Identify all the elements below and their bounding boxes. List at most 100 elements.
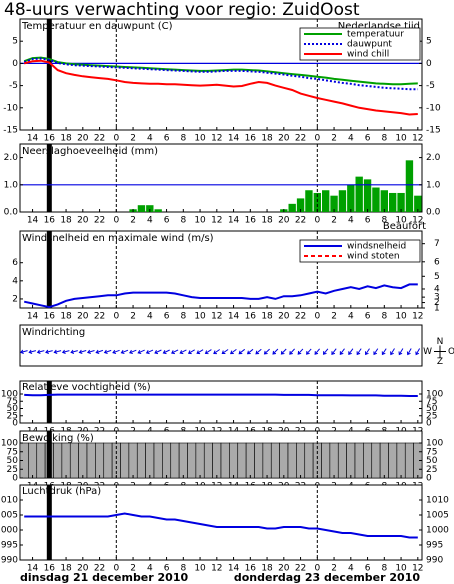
bar [170,442,180,479]
x-tick-label: 20 [278,564,290,574]
bar [145,442,155,479]
x-tick-label: 6 [164,312,170,322]
panel-frame [19,484,423,561]
y2-tick-label: 1 [434,304,440,314]
bar [304,442,314,479]
x-tick-label: 6 [365,134,371,144]
x-tick-label: 10 [194,564,206,574]
wind-arrow [229,348,237,355]
x-tick-label: 22 [94,216,105,226]
x-tick-label: 20 [77,564,89,574]
panel-title: Luchtdruk (hPa) [22,486,101,497]
x-tick-label: 8 [381,216,387,226]
x-tick-label: 4 [147,312,153,322]
x-tick-label: 4 [147,216,153,226]
y-tick-label: 4 [12,276,18,286]
compass-label: N [437,337,444,347]
bar [404,442,414,479]
x-tick-label: 12 [412,134,423,144]
bar [355,176,363,212]
bar [103,442,113,479]
y2-axis-label: Beaufort [383,221,426,232]
x-tick-label: 16 [44,564,56,574]
now-marker [46,381,52,423]
x-tick-label: 4 [348,216,354,226]
wind-arrow [348,348,354,355]
y-tick-label: 25 [7,465,18,475]
panel-frame [19,380,423,424]
y-tick-label: 1010 [0,496,18,506]
now-marker [46,431,52,478]
y2-tick-label: 5 [434,272,440,282]
wind-arrow [145,349,154,355]
x-tick-label: 0 [113,134,119,144]
x-tick-label: 4 [348,134,354,144]
y-tick-label: 1005 [0,511,18,521]
x-tick-label: 4 [348,312,354,322]
x-tick-label: 18 [60,564,72,574]
wind-arrow [314,348,320,355]
x-tick-label: 18 [261,312,273,322]
x-tick-label: 18 [60,216,72,226]
wind-arrow [246,348,254,355]
bar [229,442,239,479]
x-tick-label: 8 [381,564,387,574]
x-tick-label: 2 [130,564,136,574]
bar [270,442,280,479]
wind-arrow [53,349,62,354]
x-tick-label: 4 [147,134,153,144]
panel-subtitle: Nederlandse tijd [338,21,420,32]
wind-arrow [196,349,204,355]
y-tick-label-right: 1.0 [426,180,441,190]
x-tick-label: 12 [211,312,222,322]
x-tick-label: 8 [180,564,186,574]
bar [313,192,321,212]
series-line [23,283,418,309]
x-tick-label: 16 [44,134,56,144]
wind-arrow [19,349,28,354]
legend-label: windsnelheid [347,242,406,252]
y-tick-label-right: 75 [426,397,437,407]
y-tick-label-right: 1000 [426,526,449,536]
compass-label: W [423,347,432,357]
y-tick-label-right: 1005 [426,511,449,521]
wind-arrow [255,348,262,355]
x-tick-label: 14 [27,134,39,144]
bar [322,190,330,212]
x-tick-label: 8 [381,312,387,322]
y-tick-label: 5 [12,37,18,47]
bar [154,209,162,212]
y-tick-label: 0 [12,59,18,69]
wind-arrow [204,349,212,355]
x-tick-label: 6 [164,134,170,144]
bar [254,442,264,479]
y-tick-label-right: -15 [426,126,441,136]
wind-arrow [306,348,312,355]
x-tick-label: 10 [395,216,407,226]
wind-arrow [28,349,37,354]
wind-arrow [238,348,246,355]
bar [288,203,296,212]
series-line [24,512,418,539]
wind-arrow [415,348,421,356]
x-tick-label: 22 [94,312,105,322]
x-tick-label: 14 [228,312,240,322]
y-tick-label: 100 [1,390,18,400]
x-tick-label: 14 [228,216,240,226]
x-tick-label: 6 [164,216,170,226]
x-tick-label: 12 [211,564,222,574]
legend-label: temperatuur [347,30,404,40]
x-tick-label: 22 [94,564,105,574]
now-marker [46,144,52,212]
compass-label: O [448,347,454,357]
x-tick-label: 0 [113,216,119,226]
wind-arrow [272,348,279,355]
bar [203,442,213,479]
bar [61,442,71,479]
bar [262,442,272,479]
x-tick-label: 8 [381,134,387,144]
bar [363,442,373,479]
now-marker [46,485,52,560]
bar [296,198,305,212]
wind-arrow [36,349,45,354]
